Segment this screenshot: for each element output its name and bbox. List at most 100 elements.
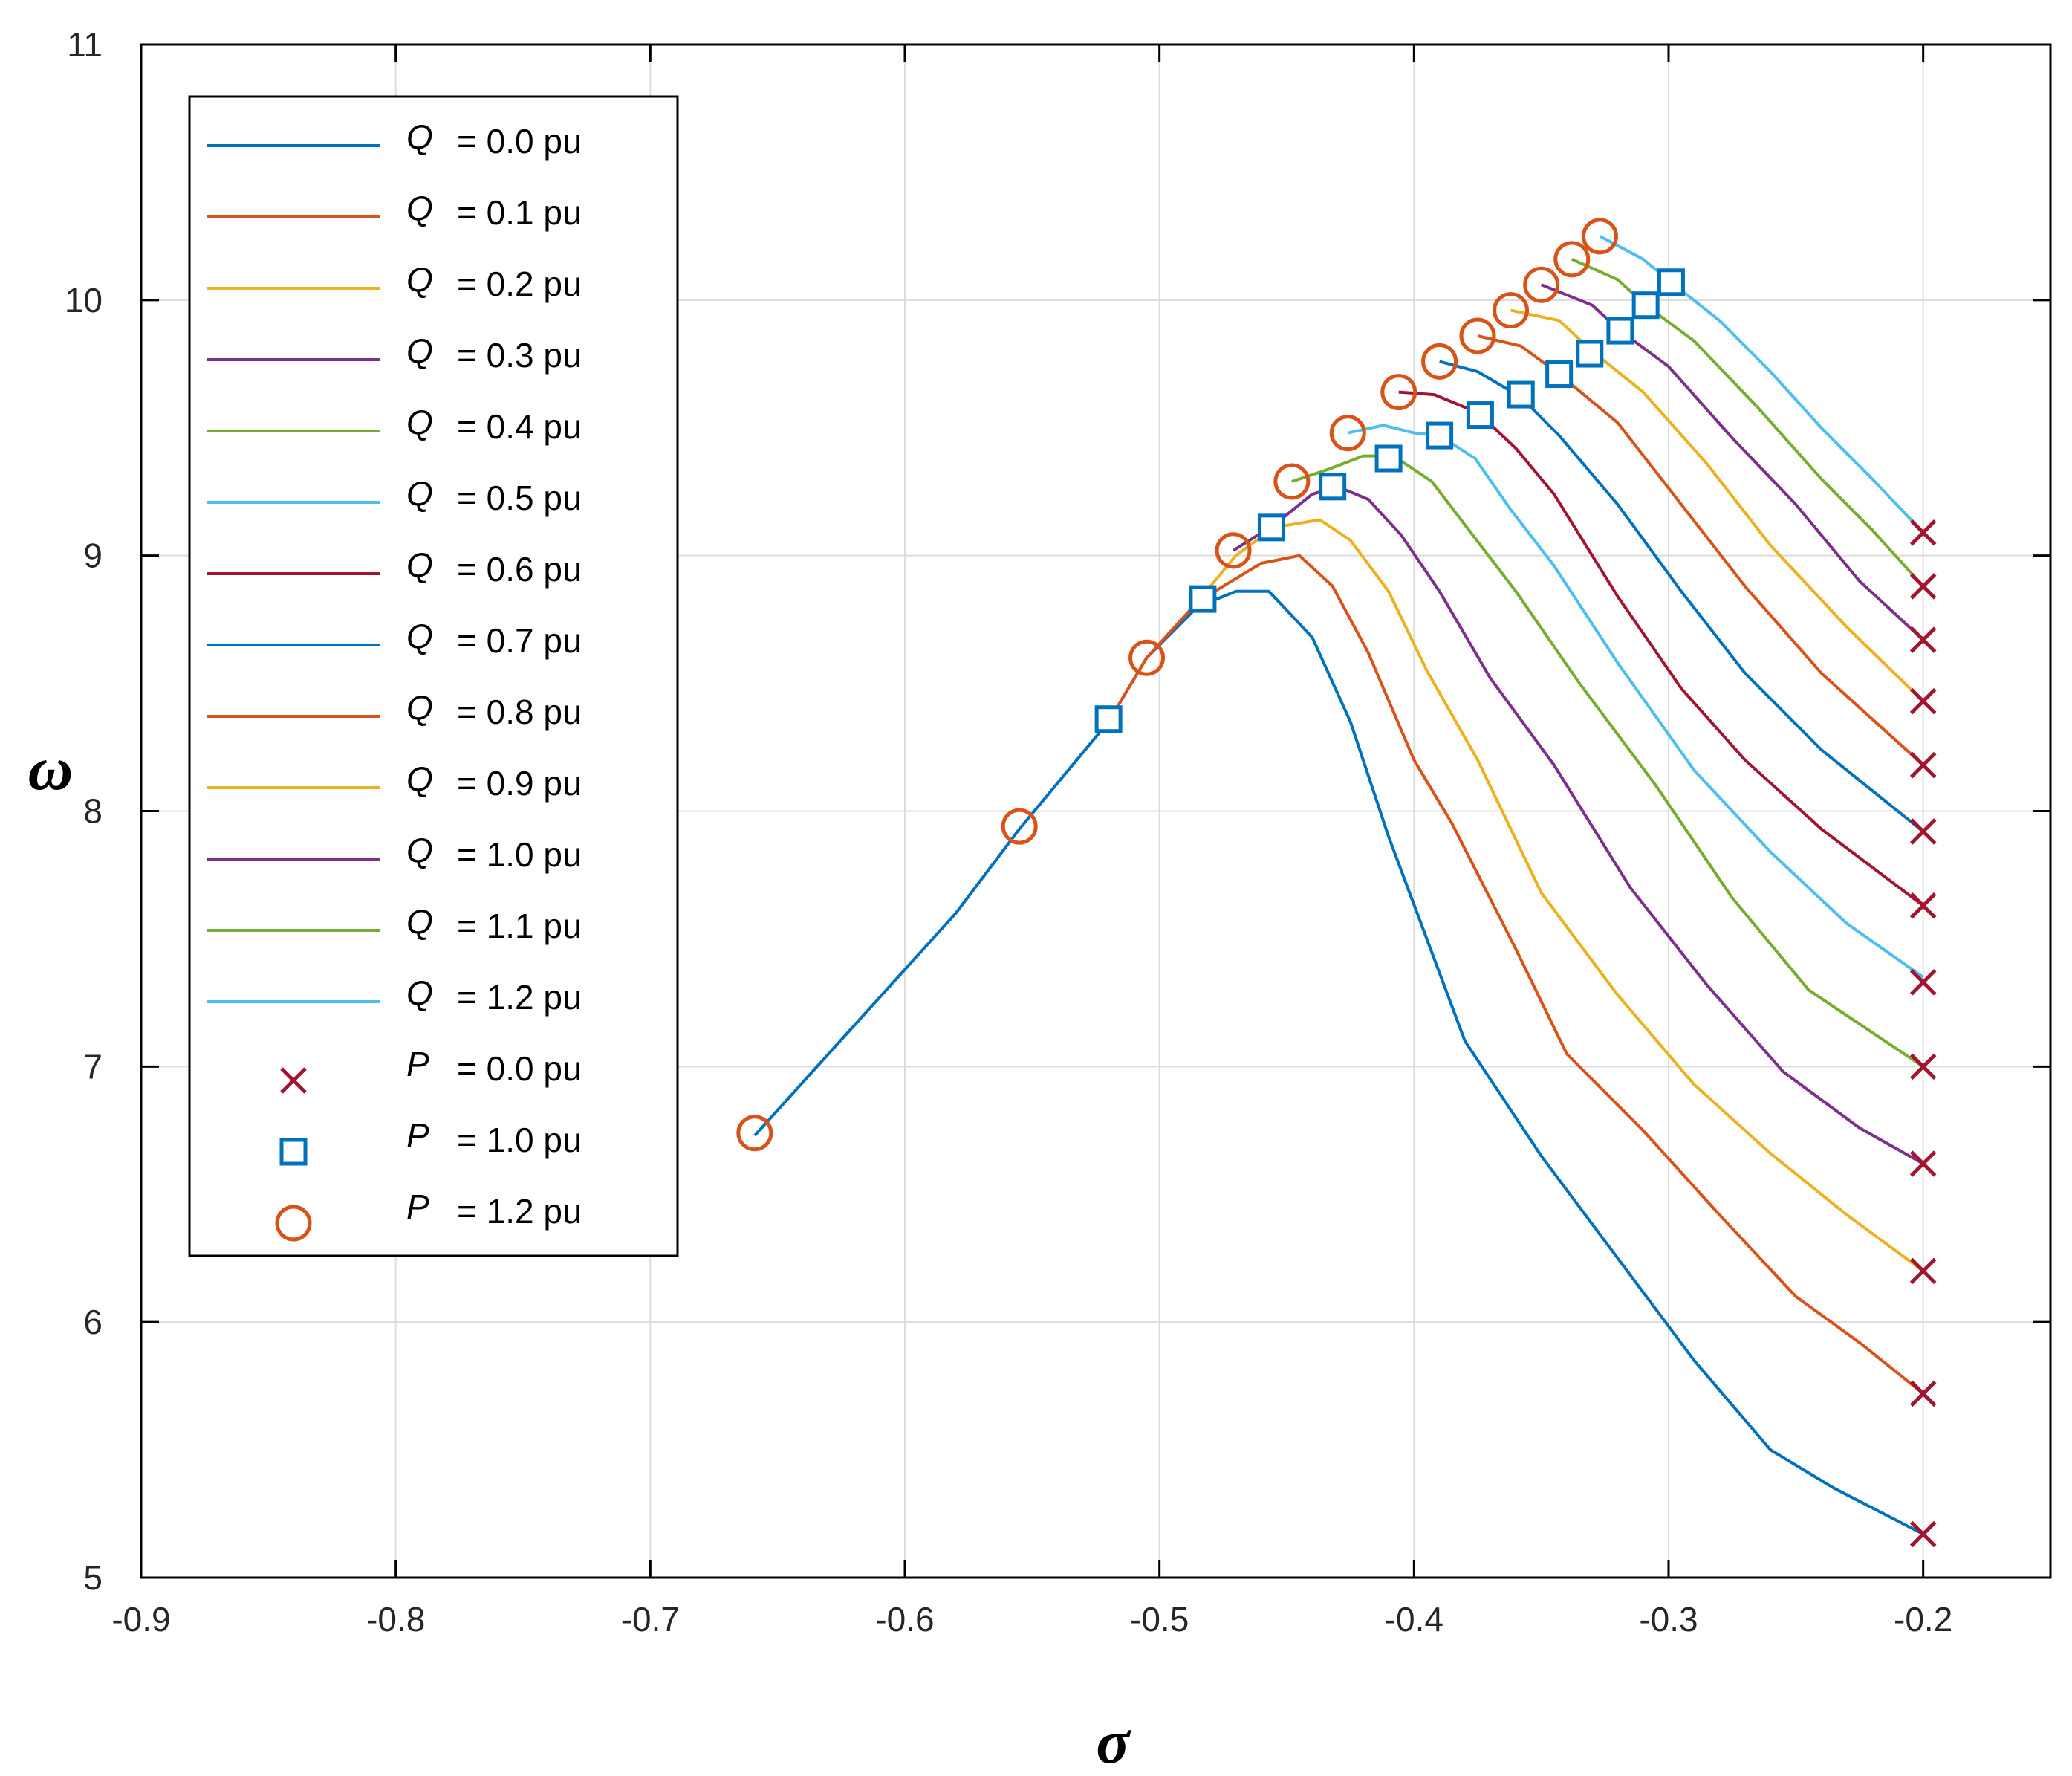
legend-variable: P	[406, 1045, 429, 1083]
marker-circle	[1493, 292, 1530, 329]
x-tick-label: -0.7	[621, 1600, 680, 1639]
legend-label: = 0.6 pu	[457, 550, 582, 589]
grid	[141, 45, 2050, 1578]
legend-label: = 1.0 pu	[457, 835, 582, 874]
marker-x	[1909, 1150, 1937, 1177]
y-tick-label: 11	[67, 25, 103, 64]
marker-x	[1909, 519, 1937, 546]
y-tick-labels: 5 6 7 8 9 10 11	[65, 25, 103, 1597]
series-line-0-7	[1439, 360, 1924, 833]
legend-label: = 0.2 pu	[457, 265, 582, 303]
legend-variable: Q	[406, 617, 433, 655]
legend-label: = 0.0 pu	[457, 1049, 582, 1088]
marker-x	[1909, 1520, 1937, 1548]
series-line-0-9	[1510, 308, 1925, 703]
legend-label: = 0.8 pu	[457, 693, 582, 731]
legend-label: = 0.9 pu	[457, 764, 582, 803]
x-tick-label: -0.3	[1639, 1600, 1698, 1639]
marker-circle	[1273, 463, 1311, 500]
legend-item: Q = 1.2 pu	[207, 973, 582, 1017]
legend-label: = 0.1 pu	[457, 193, 582, 232]
legend-item: Q = 0.0 pu	[207, 117, 582, 161]
marker-square	[1319, 473, 1347, 501]
marker-x	[1909, 573, 1937, 600]
marker-circle	[1581, 218, 1618, 255]
marker-square	[1507, 380, 1535, 409]
legend-variable: Q	[406, 902, 433, 941]
legend-label: = 0.7 pu	[457, 621, 582, 660]
marker-square	[1257, 513, 1285, 542]
marker-x-stroke	[1909, 1257, 1937, 1285]
series-line-0-5	[1347, 424, 1924, 979]
legend-item: Q = 0.6 pu	[207, 545, 582, 589]
y-tick-label: 5	[83, 1558, 103, 1597]
legend-variable: Q	[406, 474, 433, 513]
legend-marker-swatch	[275, 1205, 312, 1242]
legend: Q = 0.0 pu Q = 0.1 pu Q = 0.2 pu Q = 0.3 pu Q = 0…	[188, 95, 679, 1257]
legend-marker-swatch	[279, 1138, 308, 1166]
legend-box	[188, 95, 679, 1257]
marker-x	[1909, 626, 1937, 653]
marker-x-stroke	[1909, 892, 1937, 919]
legend-label: = 0.3 pu	[457, 336, 582, 375]
x-tick-label: -0.2	[1894, 1600, 1952, 1639]
legend-variable: Q	[406, 973, 433, 1012]
marker-x	[1909, 687, 1937, 715]
legend-variable: Q	[406, 831, 433, 869]
legend-variable: Q	[406, 403, 433, 441]
series-line-0-3	[1232, 484, 1924, 1165]
legend-variable: Q	[406, 545, 433, 584]
legend-item: P = 0.0 pu	[280, 1045, 582, 1094]
x-tick-label: -0.6	[875, 1600, 934, 1639]
marker-x-stroke	[1909, 818, 1937, 845]
marker-x-stroke	[1909, 1053, 1937, 1080]
series-line-0-8	[1477, 334, 1925, 767]
marker-square	[1576, 340, 1604, 368]
marker-x	[1909, 1053, 1937, 1080]
x-tick-label: -0.9	[111, 1600, 170, 1639]
legend-label: = 1.1 pu	[457, 907, 582, 945]
legend-item: Q = 0.4 pu	[207, 403, 582, 446]
series-line-1-0	[1540, 283, 1925, 641]
marker-square	[1466, 401, 1494, 430]
marker-circle	[1380, 374, 1417, 411]
marker-square	[1606, 317, 1634, 345]
legend-item: Q = 1.0 pu	[207, 831, 582, 874]
legend-item: Q = 0.8 pu	[207, 688, 582, 731]
marker-circle	[1001, 808, 1038, 845]
x-tick-label: -0.4	[1385, 1600, 1443, 1639]
marker-x	[1909, 818, 1937, 845]
legend-marker-swatch	[280, 1067, 307, 1094]
y-tick-label: 7	[83, 1047, 103, 1086]
y-axis-label: ω	[28, 734, 74, 803]
marker-x-stroke	[280, 1067, 307, 1094]
marker-circle	[1215, 532, 1252, 569]
marker-x-stroke	[1909, 751, 1937, 779]
legend-variable: Q	[406, 759, 433, 798]
legend-label: = 1.0 pu	[457, 1121, 582, 1159]
marker-circle	[1553, 241, 1591, 278]
marker-square	[1631, 291, 1660, 320]
legend-label: = 0.0 pu	[457, 122, 582, 161]
series-line-0-0	[753, 589, 1924, 1536]
marker-x-stroke	[1909, 626, 1937, 653]
legend-item: Q = 0.2 pu	[207, 260, 582, 303]
marker-square	[1189, 585, 1217, 613]
marker-x	[1909, 969, 1937, 996]
marker-circle	[1523, 266, 1560, 303]
marker-square	[1094, 705, 1123, 733]
x-tick-label: -0.8	[366, 1600, 425, 1639]
marker-square	[1426, 421, 1454, 450]
legend-variable: Q	[406, 260, 433, 299]
legend-variable: P	[406, 1187, 429, 1226]
legend-variable: Q	[406, 189, 433, 227]
marker-circle	[1128, 639, 1166, 676]
series-line-0-4	[1291, 454, 1924, 1068]
marker-x-stroke	[1909, 687, 1937, 715]
legend-label: = 1.2 pu	[457, 978, 582, 1017]
marker-x	[1909, 892, 1937, 919]
x-tick-label: -0.5	[1130, 1600, 1189, 1639]
y-tick-label: 9	[83, 537, 103, 575]
y-tick-label: 6	[83, 1303, 103, 1341]
marker-square	[1657, 268, 1685, 296]
